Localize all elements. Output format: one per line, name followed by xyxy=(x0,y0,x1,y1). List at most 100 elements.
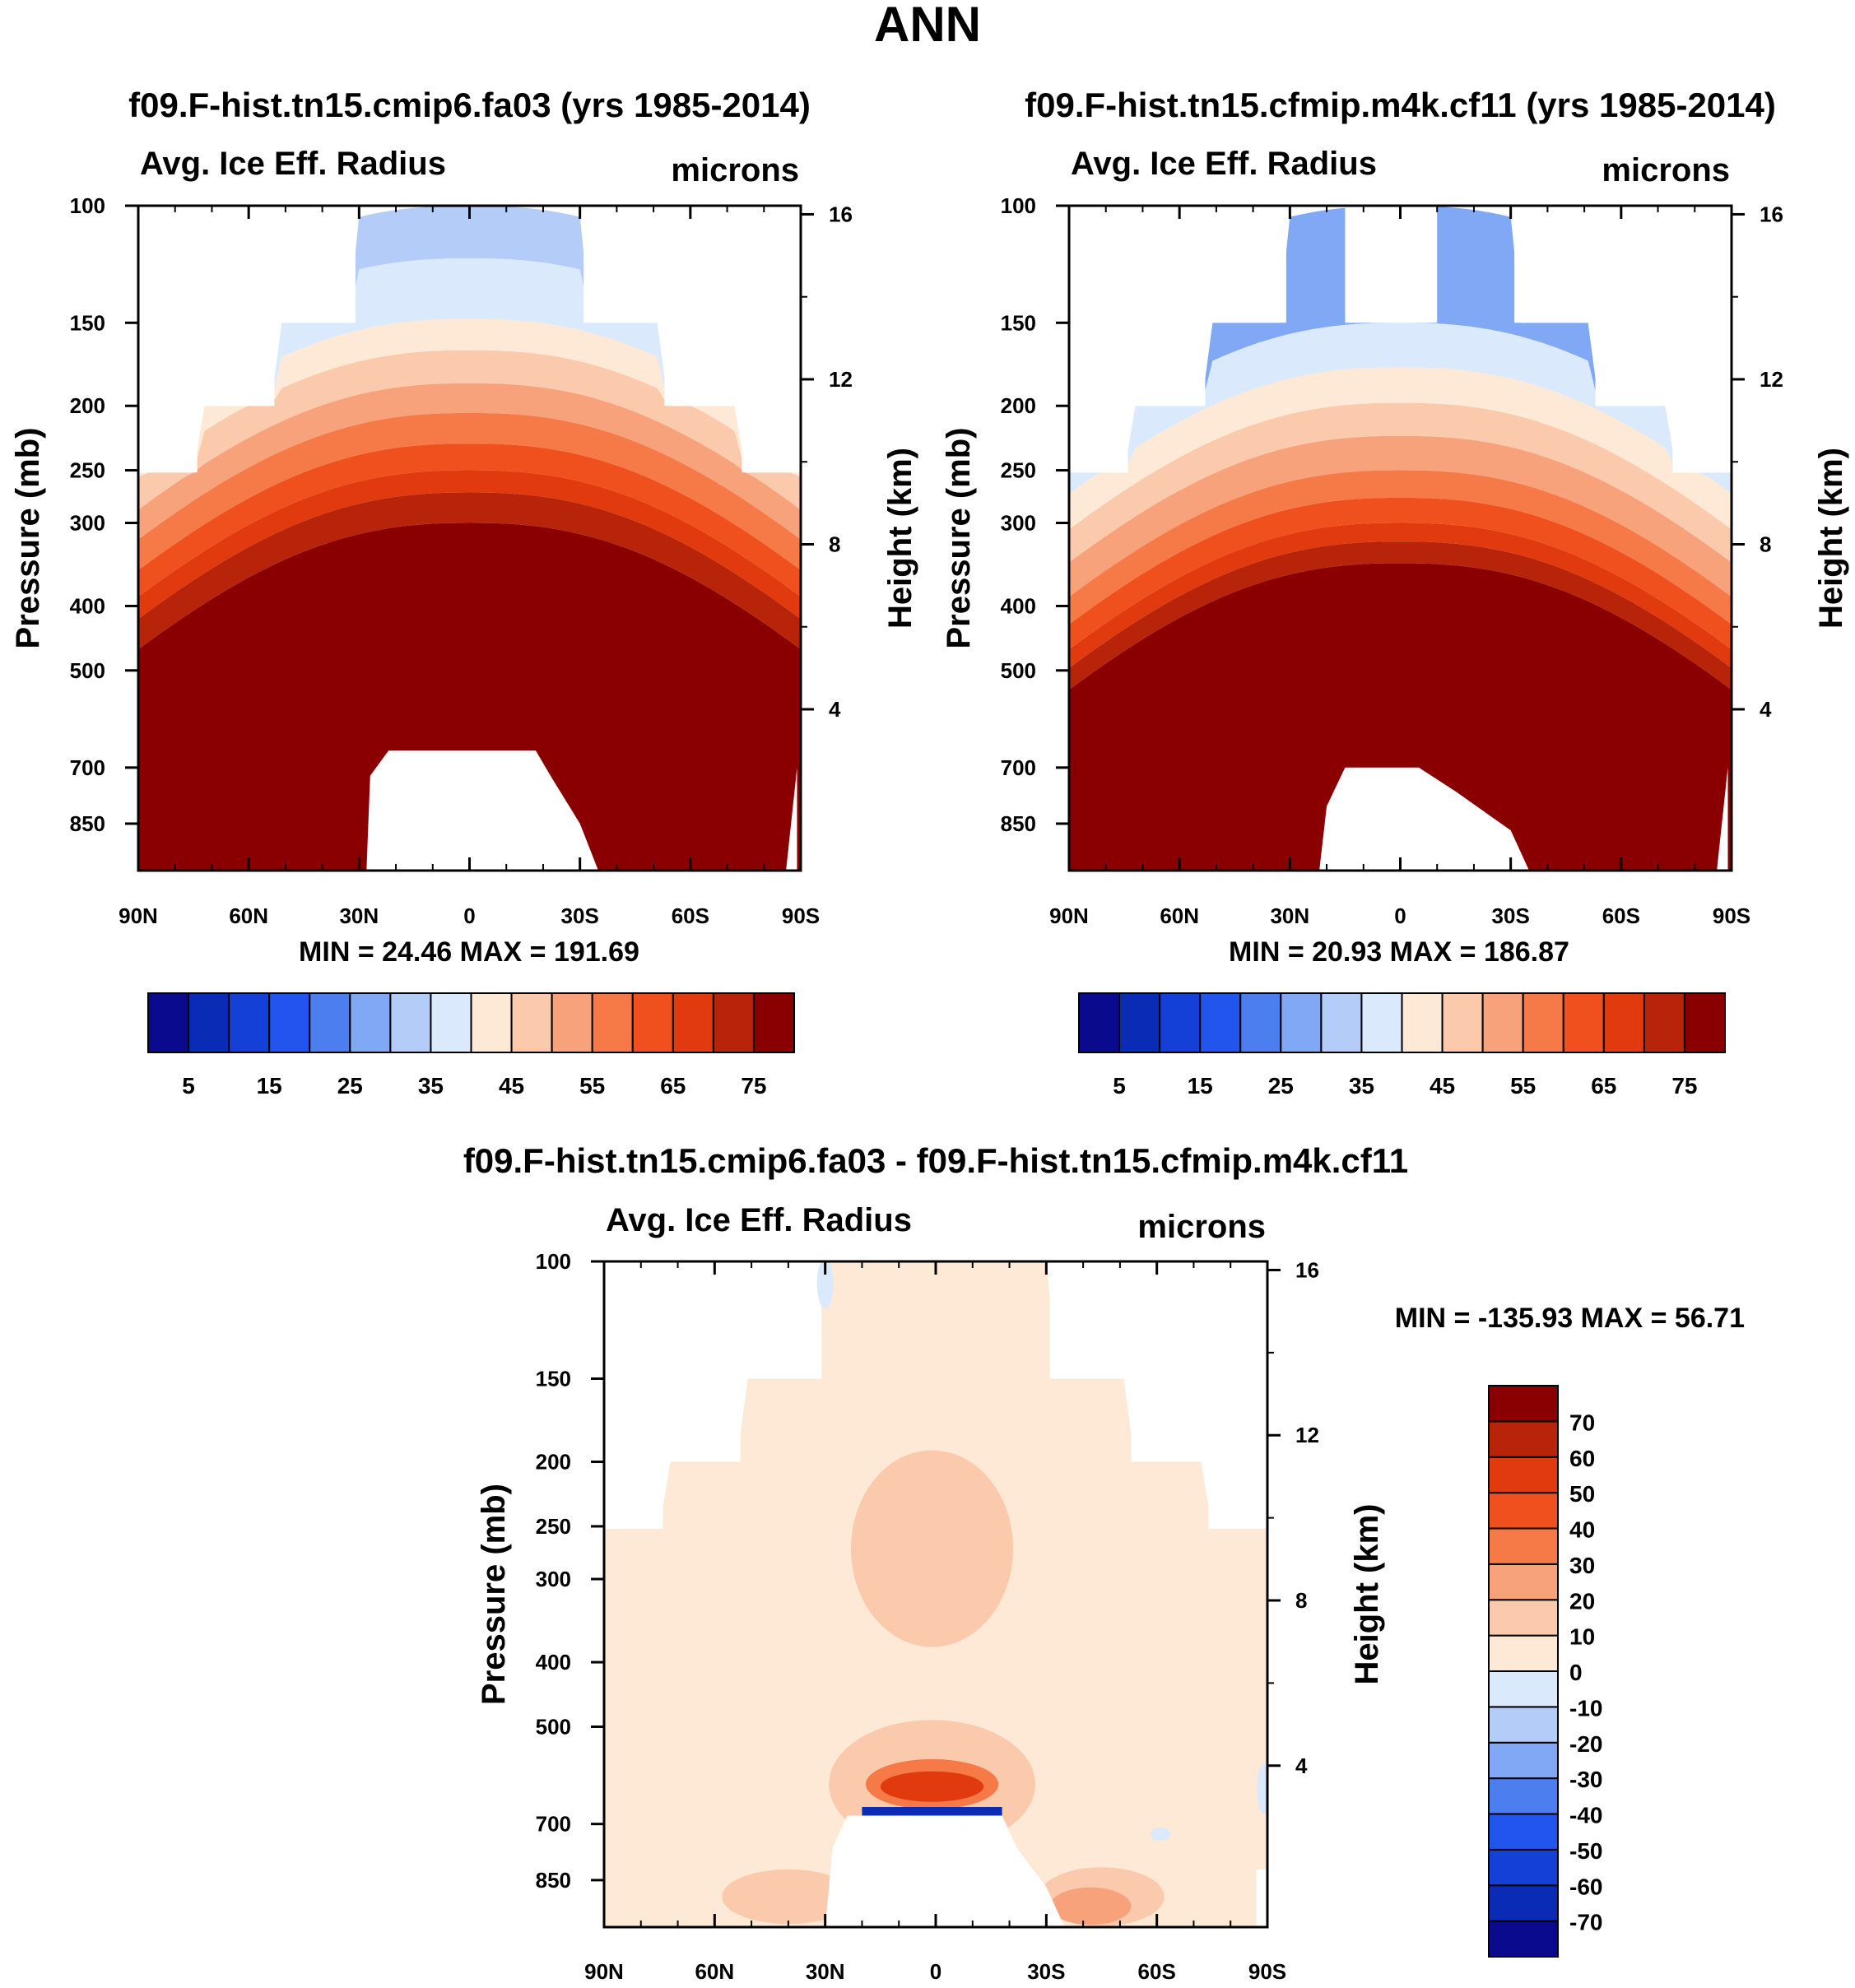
chart-panel-2: 90N 60N 30N 0 30S 60S 90S 100 150 200 250 300 400 500… xyxy=(941,86,1849,1099)
y2-tick-label: 12 xyxy=(1295,1423,1319,1447)
chart-title: f09.F-hist.tn15.cmip6.fa03 (yrs 1985-201… xyxy=(128,86,811,124)
colorbar-swatch xyxy=(430,992,472,1053)
x-tick-label: 60S xyxy=(672,903,709,928)
y2-tick-label: 16 xyxy=(1760,202,1783,226)
contour-band xyxy=(851,1450,1014,1647)
orography-mask xyxy=(1319,767,1529,871)
panels: 90N 60N 30N 0 30S 60S 90S100150200250300400500… xyxy=(10,86,1849,1984)
chart-left-label: Avg. Ice Eff. Radius xyxy=(1071,146,1377,182)
colorbar-label: 50 xyxy=(1569,1481,1595,1507)
y2-tick-label: 8 xyxy=(1760,532,1771,556)
contour-band xyxy=(1069,498,1732,650)
colorbar-swatch xyxy=(1441,992,1484,1053)
y-tick-label: 250 xyxy=(536,1514,571,1539)
colorbar-swatch xyxy=(1488,1420,1559,1458)
colorbar-swatch xyxy=(1602,992,1645,1053)
y-axis-label: Pressure (mb) xyxy=(941,428,977,649)
y-tick-label: 150 xyxy=(70,310,105,335)
colorbar-swatch xyxy=(591,992,634,1053)
contour-field xyxy=(1069,206,1732,871)
contour-band xyxy=(138,318,801,477)
colorbar-label: 10 xyxy=(1569,1624,1595,1650)
colorbar-swatch xyxy=(1562,992,1605,1053)
contour-band xyxy=(1069,523,1732,668)
colorbar-label: 25 xyxy=(337,1073,363,1099)
colorbar-swatch xyxy=(510,992,553,1053)
y-tick-label: 500 xyxy=(1001,658,1036,683)
x-tick-label: 30N xyxy=(1270,903,1309,928)
colorbar-label: 20 xyxy=(1569,1588,1595,1614)
colorbar: 5 15 25 35 45 55 65 75 xyxy=(147,992,795,1099)
x-tick-label: 60S xyxy=(1602,903,1640,928)
contour-band xyxy=(816,1261,834,1309)
y2-tick-label: 16 xyxy=(1295,1257,1319,1282)
x-tick-label: 90N xyxy=(584,1959,624,1984)
colorbar-swatch xyxy=(470,992,513,1053)
colorbar-swatch xyxy=(349,992,392,1053)
colorbar-swatch xyxy=(1488,1741,1559,1780)
colorbar-swatch xyxy=(1488,1599,1559,1637)
contour-band xyxy=(1069,402,1732,563)
y-tick-label: 850 xyxy=(536,1868,571,1893)
colorbar-label: 0 xyxy=(1569,1660,1583,1685)
colorbar-swatch xyxy=(1488,1777,1559,1815)
contour-band xyxy=(722,1869,855,1925)
colorbar-swatch xyxy=(188,992,230,1053)
x-tick-label: 0 xyxy=(463,903,475,928)
chart-units-label: microns xyxy=(671,152,799,188)
colorbar-label: 35 xyxy=(1349,1073,1374,1099)
colorbar-swatch xyxy=(1488,1492,1559,1530)
x-tick-label: 90N xyxy=(119,903,158,928)
colorbar-swatch xyxy=(1488,1385,1559,1423)
colorbar-swatch xyxy=(1488,1813,1559,1851)
chart-panel-1: 90N 60N 30N 0 30S 60S 90S 100 150 200 250 300 400 500… xyxy=(10,86,918,1099)
colorbar-swatch xyxy=(1488,1706,1559,1744)
contour-band xyxy=(1069,435,1732,597)
y-tick-label: 150 xyxy=(1001,310,1036,335)
contour-band xyxy=(138,350,801,510)
colorbar-swatch xyxy=(752,992,795,1053)
min-max-label: MIN = 24.46 MAX = 191.69 xyxy=(299,936,639,968)
orography-mask xyxy=(825,1815,1065,1927)
colorbar-label: 5 xyxy=(182,1073,195,1099)
x-tick-label: 60N xyxy=(229,903,268,928)
chart-title: f09.F-hist.tn15.cfmip.m4k.cf11 (yrs 1985… xyxy=(1025,86,1776,124)
contour-band xyxy=(1069,470,1732,625)
chart-title: f09.F-hist.tn15.cmip6.fa03 - f09.F-hist.… xyxy=(463,1141,1408,1180)
colorbar-label: 35 xyxy=(418,1073,444,1099)
colorbar-swatch xyxy=(228,992,271,1053)
colorbar-label: -30 xyxy=(1569,1767,1602,1792)
x-tick-label: 30S xyxy=(1027,1959,1065,1984)
contour-band xyxy=(1049,1887,1132,1925)
chart-units-label: microns xyxy=(1137,1209,1266,1245)
y-tick-label: 700 xyxy=(70,755,105,780)
page-title: ANN xyxy=(874,0,981,52)
y-tick-label: 300 xyxy=(70,511,105,536)
x-tick-label: 30N xyxy=(339,903,379,928)
colorbar-swatch xyxy=(389,992,432,1053)
x-tick-label: 60S xyxy=(1138,1959,1176,1984)
colorbar-label: 40 xyxy=(1569,1517,1595,1543)
colorbar-label: 30 xyxy=(1569,1553,1595,1578)
y-tick-label: 100 xyxy=(70,193,105,218)
colorbar-label: 70 xyxy=(1569,1410,1595,1435)
y-tick-label: 200 xyxy=(536,1450,571,1475)
contour-field xyxy=(604,1261,1267,1927)
orography-mask xyxy=(1256,1870,1267,1927)
y2-tick-label: 8 xyxy=(1295,1588,1307,1613)
chart-left-label: Avg. Ice Eff. Radius xyxy=(140,146,446,182)
colorbar-swatch xyxy=(1320,992,1363,1053)
colorbar: 5 15 25 35 45 55 65 75 xyxy=(1078,992,1726,1099)
x-tick-label: 30N xyxy=(806,1959,845,1984)
contour-band xyxy=(138,444,801,597)
colorbar-swatch xyxy=(1159,992,1202,1053)
y-axis-label: Pressure (mb) xyxy=(10,428,46,649)
colorbar-swatch xyxy=(1481,992,1524,1053)
y-tick-label: 850 xyxy=(1001,811,1036,836)
x-tick-label: 60N xyxy=(695,1959,734,1984)
colorbar-swatch xyxy=(1488,1884,1559,1922)
y-tick-label: 250 xyxy=(1001,458,1036,483)
min-max-label: MIN = -135.93 MAX = 56.71 xyxy=(1395,1303,1745,1334)
y-tick-label: 250 xyxy=(70,458,105,483)
